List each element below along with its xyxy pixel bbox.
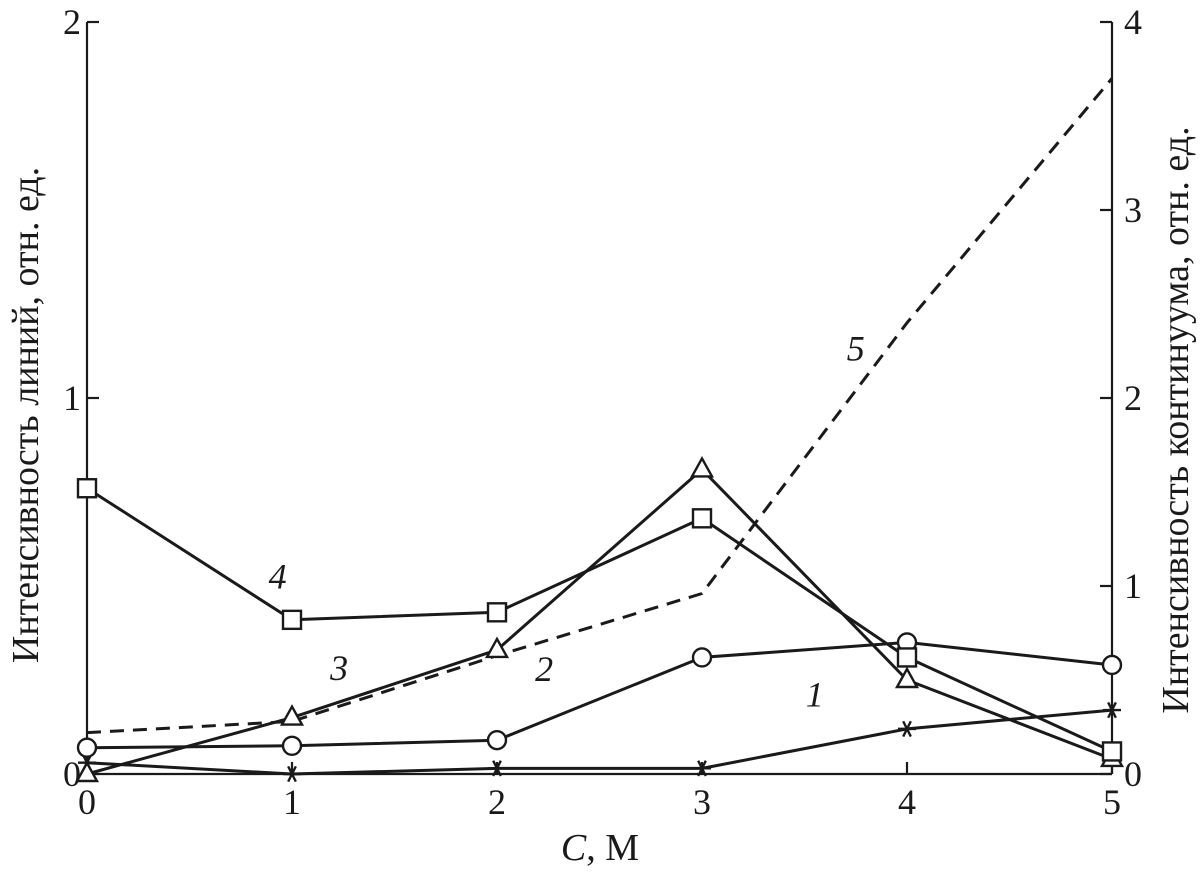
series-4-point [691,508,713,529]
x-tick-label: 1 [283,782,301,822]
right-y-tick-label: 0 [1124,754,1142,794]
right-y-axis-title: Интенсивность континуума, отн. ед. [1155,126,1197,713]
series-1-point [1103,701,1121,719]
x-tick-label: 2 [488,782,506,822]
series-2-point [1101,654,1123,676]
series-4-point [896,647,918,668]
right-y-tick-label: 2 [1124,378,1142,418]
series-4-point [486,602,508,623]
series-2-point [281,735,303,756]
right-y-tick-label: 3 [1124,190,1142,230]
series-2-label: 2 [535,649,553,689]
series-1-point [693,760,711,777]
right-y-tick-label: 1 [1124,566,1142,606]
series-4-point [76,478,98,499]
series-4-point [281,609,303,631]
series-3-label: 3 [329,648,348,688]
right-y-tick-label: 4 [1124,2,1142,42]
series-5-line [86,77,1114,735]
left-y-tick-label: 2 [63,2,81,42]
series-markers [74,455,1125,783]
series-lines [86,77,1114,776]
x-axis-title-variable: C [561,827,587,869]
left-y-tick-label: 0 [63,754,81,794]
series-3-point [689,455,715,478]
left-y-axis-title: Интенсивность линий, отн. ед. [5,167,47,663]
x-tick-label: 0 [78,782,96,822]
series-1-point [898,720,916,738]
series-2-point [691,647,713,668]
series-1-label: 1 [806,675,824,715]
x-axis-title-unit: , M [586,827,639,869]
x-tick-label: 5 [1103,782,1121,822]
series-labels: 1 2 3 4 5 [269,328,865,714]
series-4-line [86,486,1113,753]
series-4-label: 4 [269,557,287,597]
series-2-line [86,640,1113,750]
left-y-tick-label: 1 [63,378,81,418]
series-4-point [1101,741,1123,762]
series-3-point [279,704,305,726]
series-3-point [74,760,100,783]
series-1-point [488,760,506,777]
x-tick-label: 4 [898,782,916,822]
series-5-label: 5 [847,328,865,368]
series-2-point [486,729,508,751]
series-3-line [86,467,1113,776]
series-2-point [76,737,98,758]
x-axis-title: C, M [561,827,639,869]
series-3-point [484,636,510,659]
chart-axes [85,22,1114,776]
series-1-line [86,708,1113,776]
x-tick-label: 3 [693,782,711,822]
series-1-point [283,765,301,783]
series-3-point [894,666,920,689]
